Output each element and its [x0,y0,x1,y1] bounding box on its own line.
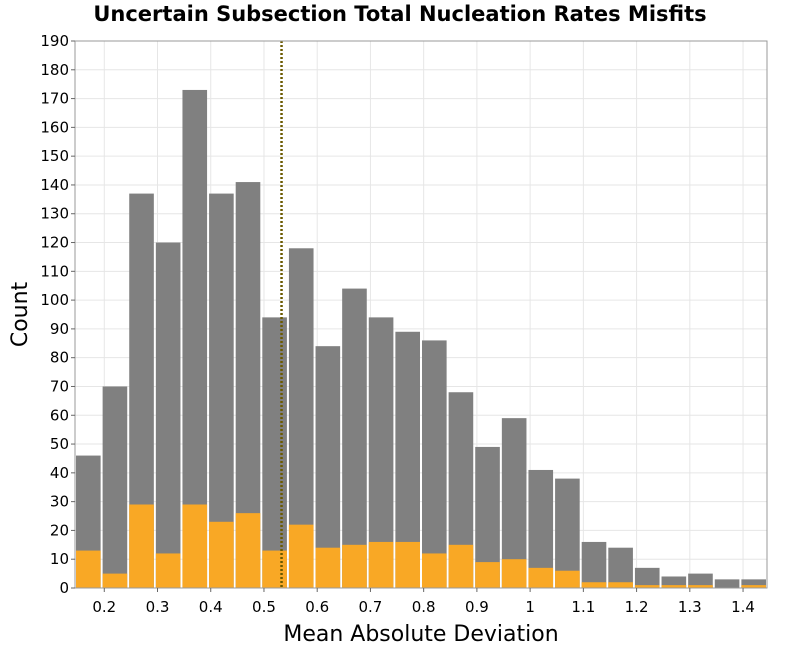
y-tick-label: 130 [40,205,69,223]
total-bar [342,288,367,588]
y-tick-label: 190 [40,32,69,50]
y-tick-label: 0 [59,579,69,597]
plot-border [74,40,768,589]
total-bar [102,386,128,588]
x-tick-label: 1.4 [731,598,755,616]
subset-bar [475,562,500,588]
x-tick-label: 0.8 [412,598,436,616]
y-tick-label: 110 [40,262,69,280]
total-bar [581,541,607,588]
total-bar [634,567,660,588]
x-tick-label: 1 [525,598,535,616]
total-bar [688,573,713,588]
subset-bar [155,553,181,588]
y-tick-label: 90 [50,320,69,338]
y-tick-label: 80 [50,349,69,367]
y-tick-label: 30 [50,493,69,511]
total-bar [608,547,633,588]
subset-bar [741,585,766,588]
total-bar [422,340,447,588]
subset-bar [448,544,474,588]
subset-bar [528,567,554,588]
subset-bar [368,541,394,588]
x-tick-label: 0.5 [252,598,276,616]
y-tick-label: 170 [40,90,69,108]
subset-bar [182,504,208,588]
y-tick-label: 40 [50,464,69,482]
total-bar [555,478,580,588]
y-tick-label: 100 [40,291,69,309]
subset-bar [555,570,580,588]
x-tick-label: 1.2 [625,598,649,616]
y-tick-label: 20 [50,521,69,539]
y-axis-label: Count [8,281,33,347]
subset-bar [634,585,660,588]
subset-bar [661,585,687,588]
y-tick-label: 70 [50,377,69,395]
subset-bar [688,585,713,588]
total-bar [714,579,740,588]
x-tick-label: 0.7 [359,598,383,616]
total-bar [741,579,766,588]
subset-bar [581,582,607,588]
subset-bar [209,521,234,588]
total-bar [262,317,287,588]
subset-bar [76,550,101,588]
y-tick-label: 50 [50,435,69,453]
subset-bar [395,541,420,588]
x-axis-label: Mean Absolute Deviation [283,622,558,647]
subset-bar [235,513,261,588]
subset-bar [315,547,341,588]
y-tick-label: 60 [50,406,69,424]
y-tick-label: 120 [40,234,69,252]
y-tick-label: 150 [40,147,69,165]
subset-bar [501,559,527,588]
subset-bar [102,573,128,588]
x-tick-label: 0.4 [199,598,223,616]
y-tick-label: 140 [40,176,69,194]
y-tick-label: 10 [50,550,69,568]
subset-bar [422,553,447,588]
subset-bar [608,582,633,588]
x-tick-label: 0.3 [146,598,170,616]
subset-bar [342,544,367,588]
subset-bar [129,504,154,588]
subset-bar [262,550,287,588]
x-tick-label: 0.2 [92,598,116,616]
chart-title: Uncertain Subsection Total Nucleation Ra… [93,2,707,26]
x-tick-label: 0.9 [465,598,489,616]
total-bar [155,242,181,589]
total-bar [661,576,687,588]
x-tick-label: 0.6 [305,598,329,616]
subset-bar [288,524,314,588]
x-tick-label: 1.3 [678,598,702,616]
y-tick-label: 160 [40,118,69,136]
x-tick-label: 1.1 [571,598,595,616]
y-tick-label: 180 [40,61,69,79]
